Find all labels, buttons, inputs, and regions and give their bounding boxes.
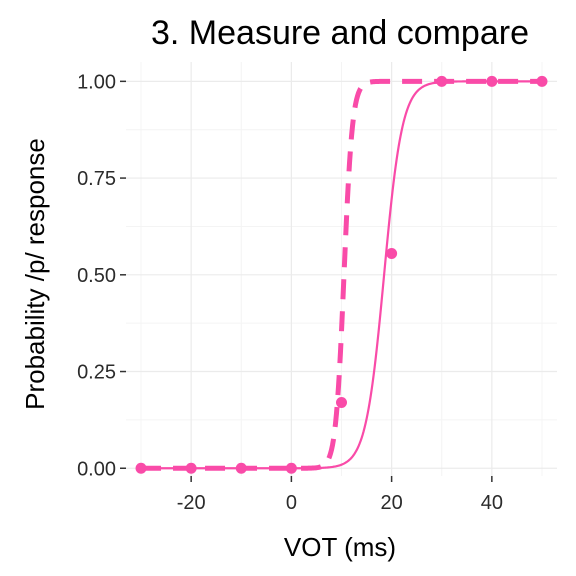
data-points <box>135 75 548 474</box>
data-point <box>386 248 398 260</box>
chart-title: 3. Measure and compare <box>151 14 529 52</box>
data-point <box>536 75 548 87</box>
x-tick-label: 40 <box>481 492 503 514</box>
data-point <box>185 462 197 474</box>
y-axis-title: Probability /p/ response <box>20 138 50 410</box>
x-tick-label: 0 <box>286 492 297 514</box>
y-tick-label: 0.00 <box>77 458 116 480</box>
data-point <box>486 75 498 87</box>
data-point <box>135 462 147 474</box>
y-tick-label: 0.50 <box>77 265 116 287</box>
data-point <box>436 75 448 87</box>
y-tick-label: 1.00 <box>77 71 116 93</box>
dashed-fit-curve <box>141 78 542 471</box>
axes: -20 0 20 40 0.00 0.25 0.50 0.75 1.00 <box>77 71 503 514</box>
x-tick-label: 20 <box>380 492 402 514</box>
data-point <box>336 396 347 408</box>
y-tick-label: 0.25 <box>77 362 116 384</box>
gridlines <box>126 62 557 476</box>
fitted-curves <box>141 78 542 471</box>
data-point <box>235 462 247 474</box>
x-axis-title: VOT (ms) <box>284 532 396 562</box>
x-tick-label: -20 <box>177 492 206 514</box>
y-tick-label: 0.75 <box>77 168 116 190</box>
data-point <box>285 462 297 474</box>
